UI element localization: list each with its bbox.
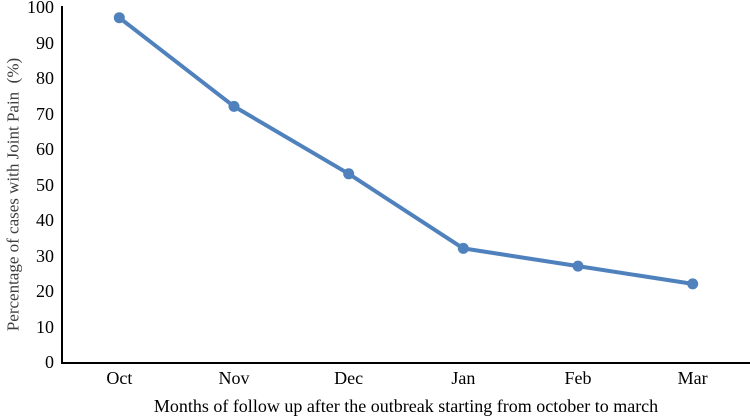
- data-point-marker: [228, 100, 240, 112]
- x-tick-label: Nov: [218, 368, 250, 388]
- y-tick-label: 40: [36, 210, 54, 230]
- y-tick-label: 100: [27, 0, 54, 17]
- y-axis-title: Percentage of cases with Joint Pain (%): [3, 57, 23, 332]
- data-point-marker: [457, 242, 469, 254]
- x-tick-label: Feb: [564, 368, 592, 388]
- data-point-marker: [572, 260, 584, 272]
- x-axis-title: Months of follow up after the outbreak s…: [153, 396, 659, 416]
- y-tick-label: 80: [36, 68, 54, 88]
- y-tick-label: 50: [36, 174, 54, 195]
- y-tick-label: 20: [36, 281, 54, 301]
- series-line: [117, 15, 695, 286]
- x-tick-label: Jan: [451, 368, 476, 388]
- x-tick-label: Mar: [677, 368, 708, 388]
- y-tick-label: 30: [36, 245, 54, 266]
- data-point-marker: [113, 12, 125, 24]
- y-tick-label: 90: [36, 32, 54, 53]
- y-tick-label: 60: [36, 139, 54, 159]
- x-tick-label: Oct: [106, 368, 133, 388]
- x-tick-label: Dec: [334, 368, 364, 388]
- data-point-marker: [687, 278, 699, 290]
- y-tick-label: 70: [36, 103, 54, 124]
- y-tick-label: 10: [36, 316, 54, 337]
- y-tick-label: 0: [45, 352, 54, 372]
- data-point-marker: [343, 168, 355, 180]
